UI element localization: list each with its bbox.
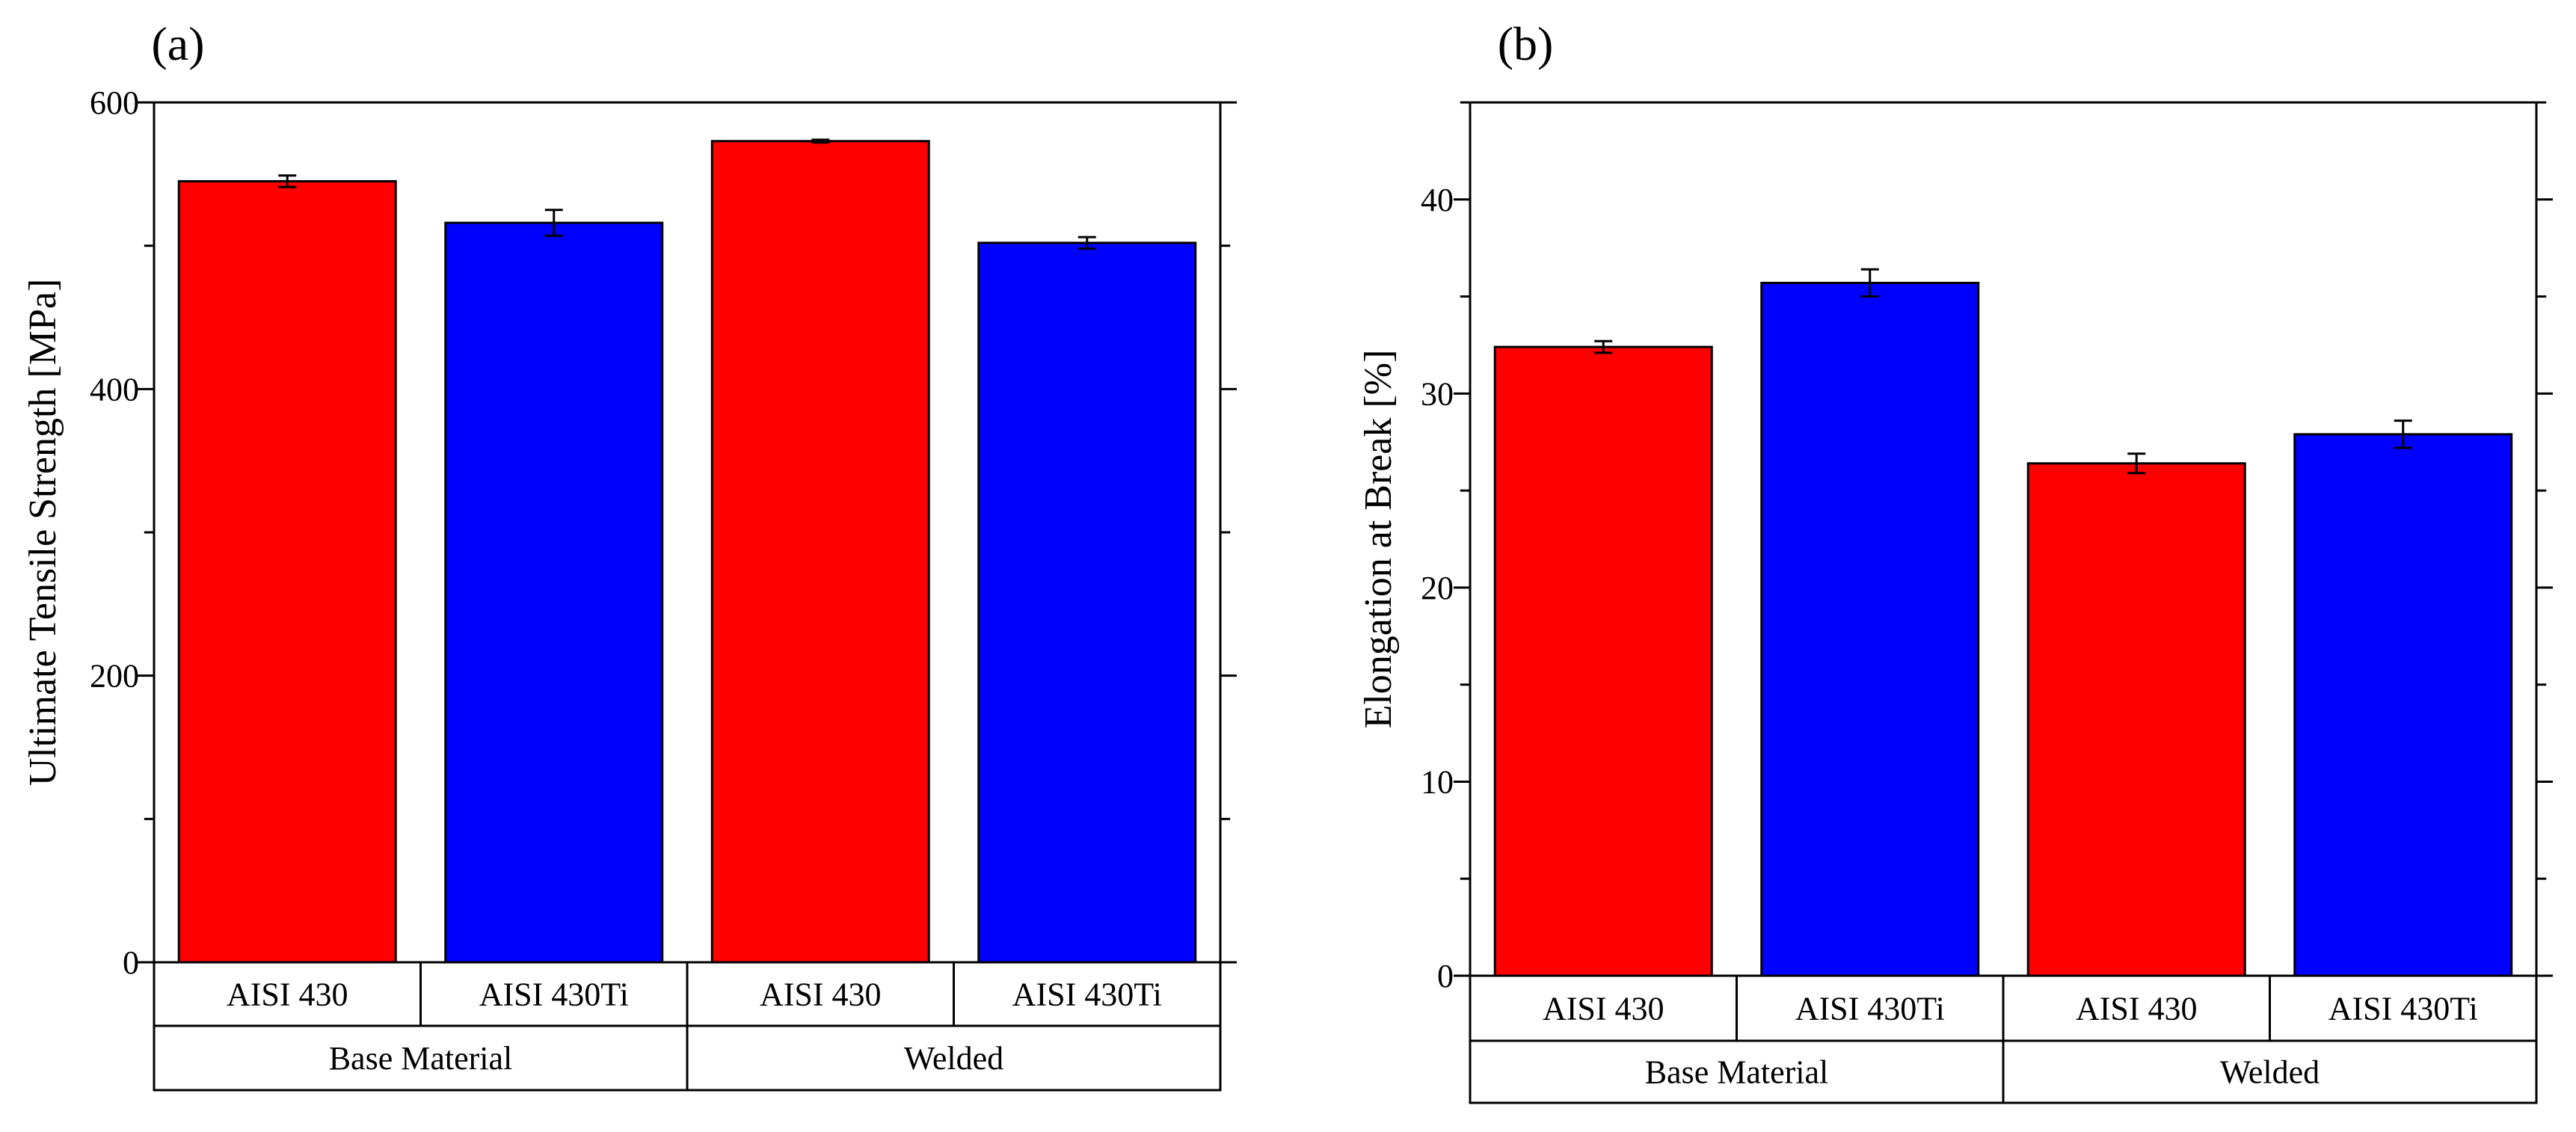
- y-tick-label: 30: [1421, 375, 1454, 412]
- x-category-label: AISI 430: [1543, 991, 1664, 1027]
- x-category-label: AISI 430Ti: [479, 976, 629, 1013]
- chart-panel-a: (a) 0 200 400 600 Ultimate Tensile Strength […: [22, 17, 1237, 1092]
- y-axis-title: Elongation at Break [%]: [1357, 350, 1400, 729]
- x-group-label: Base Material: [1645, 1054, 1829, 1091]
- bar-4: [2293, 433, 2513, 977]
- y-tick-label: 20: [1421, 570, 1454, 606]
- bar-1: [177, 179, 397, 964]
- y-tick-label: 10: [1421, 763, 1454, 800]
- y-tick-label: 0: [1437, 958, 1454, 994]
- bar-2: [444, 221, 664, 964]
- chart-panel-b: (b) 0 10 20 30 40 Elongation at Break [%] AISI …: [1357, 17, 2553, 1104]
- x-group-label: Base Material: [329, 1040, 513, 1077]
- x-category-label: AISI 430: [2076, 991, 2198, 1027]
- bar-2: [1760, 281, 1980, 977]
- x-category-label: AISI 430Ti: [2328, 991, 2478, 1027]
- x-category-label: AISI 430Ti: [1012, 976, 1162, 1013]
- x-category-label: AISI 430: [760, 976, 882, 1013]
- y-axis-title: Ultimate Tensile Strength [MPa]: [22, 279, 64, 787]
- y-tick-label: 40: [1421, 182, 1454, 218]
- y-tick-label: 400: [90, 371, 139, 407]
- x-group-label: Welded: [904, 1040, 1003, 1077]
- bar-1: [1493, 345, 1713, 977]
- x-category-label: AISI 430: [227, 976, 348, 1013]
- y-tick-label: 200: [90, 658, 139, 695]
- panel-label: (a): [151, 17, 204, 70]
- panel-label: (b): [1498, 17, 1554, 70]
- x-category-label: AISI 430Ti: [1795, 991, 1945, 1027]
- y-tick-label: 0: [123, 944, 139, 981]
- bar-4: [977, 242, 1197, 964]
- bar-3: [710, 140, 930, 964]
- x-group-label: Welded: [2220, 1054, 2320, 1091]
- y-tick-label: 600: [90, 84, 139, 121]
- bar-3: [2026, 462, 2246, 977]
